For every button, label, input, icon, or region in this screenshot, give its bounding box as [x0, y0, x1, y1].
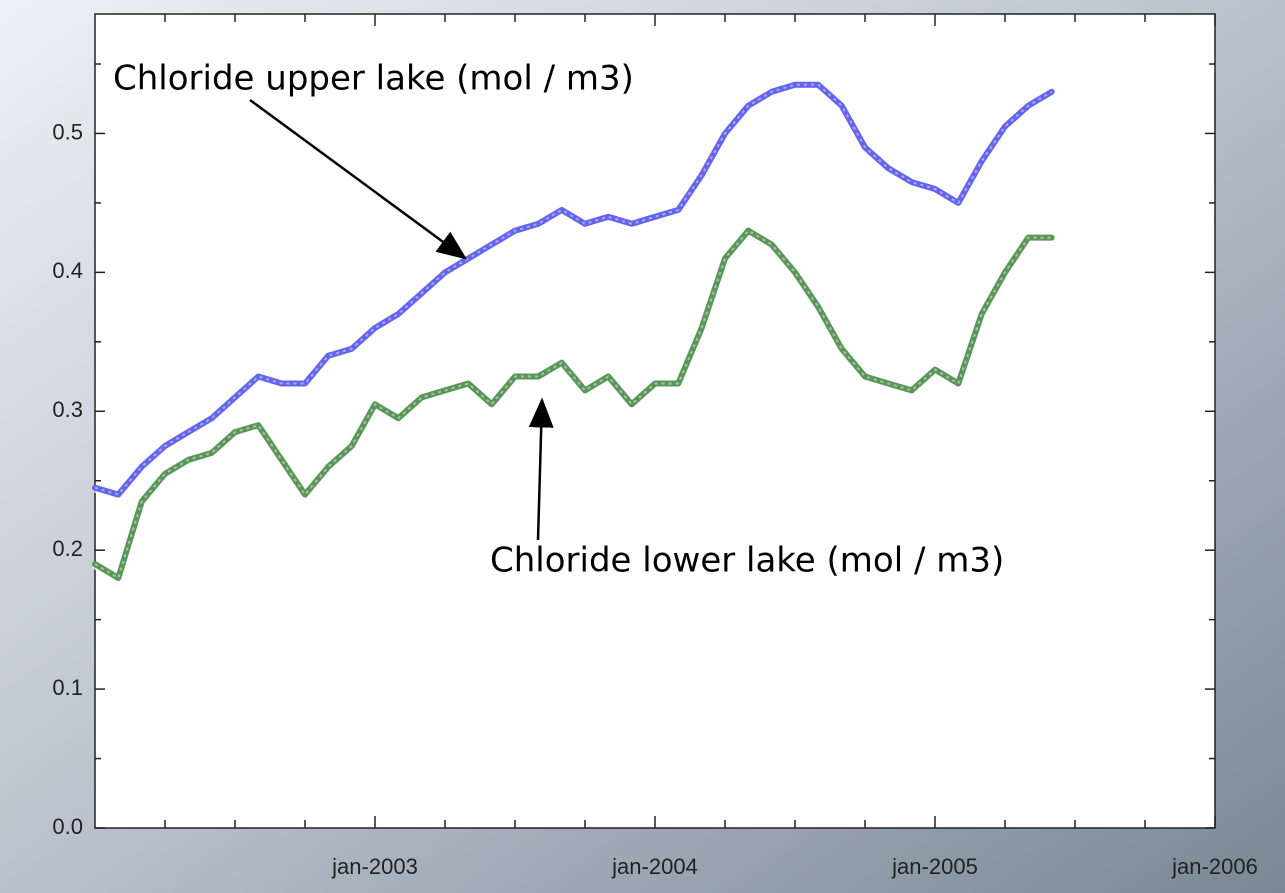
y-tick-label: 0.2: [52, 536, 83, 561]
arrow: [249, 98, 468, 260]
line: [92, 227, 1055, 581]
x-tick-label: jan-2004: [611, 854, 698, 879]
annotation: Chloride upper lake (mol / m3): [113, 59, 634, 99]
arrow: [528, 397, 554, 541]
y-tick-label: 0.4: [52, 258, 83, 283]
line-highlight: [94, 83, 1053, 496]
line: [92, 81, 1055, 498]
x-tick-label: jan-2006: [1171, 854, 1258, 879]
plot-area: [94, 13, 1216, 829]
line-highlight: [94, 229, 1052, 580]
x-tick-label: jan-2005: [891, 854, 978, 879]
x-tick-label: jan-2003: [331, 854, 418, 879]
y-tick-label: 0.0: [52, 814, 83, 839]
y-tick-label: 0.5: [52, 119, 83, 144]
annotation: Chloride lower lake (mol / m3): [490, 541, 1004, 581]
y-tick-label: 0.1: [52, 675, 83, 700]
y-tick-label: 0.3: [52, 397, 83, 422]
